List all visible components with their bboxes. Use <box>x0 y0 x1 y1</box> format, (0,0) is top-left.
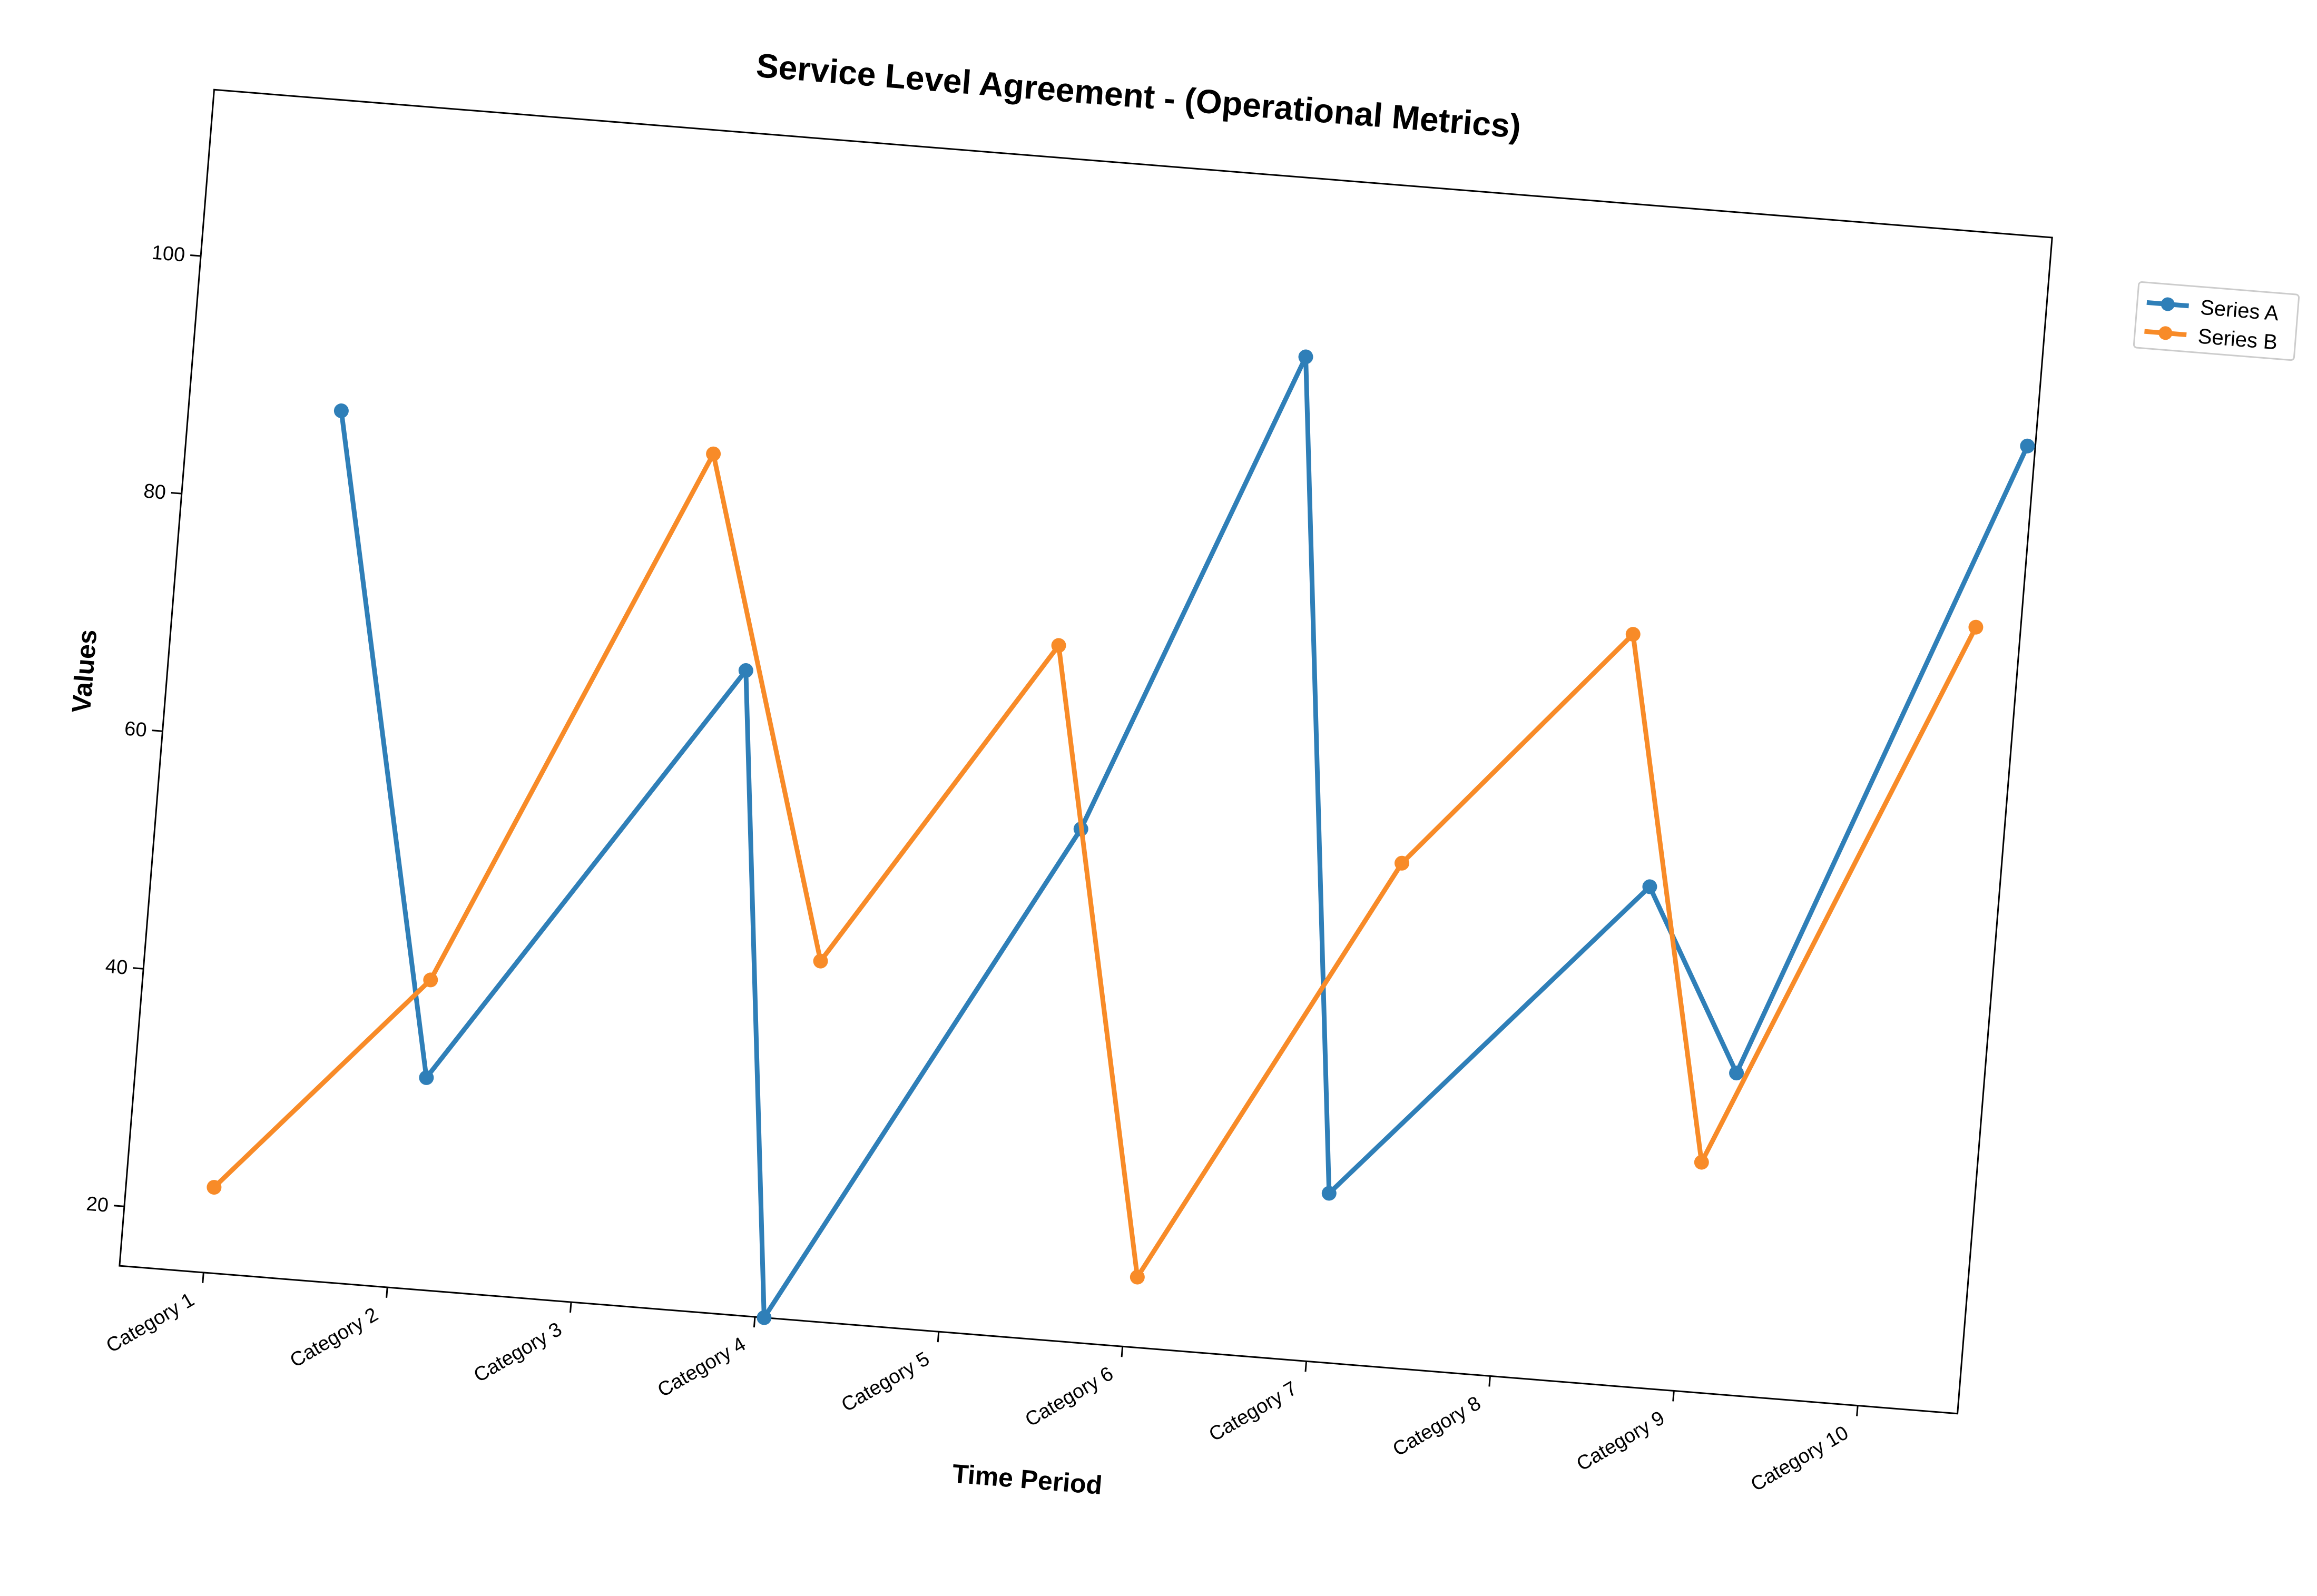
x-tick-mark <box>386 1287 388 1298</box>
x-tick-label: Category 9 <box>1573 1407 1669 1475</box>
x-axis-label: Time Period <box>951 1459 1103 1500</box>
data-point <box>1625 627 1641 642</box>
x-tick-mark <box>937 1332 940 1343</box>
y-axis-ticks: 20 40 60 80 100 <box>85 242 201 1217</box>
y-tick-label: 20 <box>85 1193 110 1217</box>
x-tick-mark <box>753 1317 756 1328</box>
x-tick-mark <box>1121 1346 1124 1357</box>
data-point <box>1130 1269 1145 1285</box>
plot-area-frame <box>119 88 2053 1415</box>
data-point <box>706 446 721 461</box>
data-point <box>423 972 438 988</box>
data-point <box>813 953 828 969</box>
y-tick-mark <box>133 967 144 970</box>
data-point <box>333 403 349 418</box>
x-tick-mark <box>569 1302 572 1313</box>
x-tick-mark <box>1304 1361 1308 1372</box>
x-tick-label: Category 6 <box>1022 1363 1117 1431</box>
data-point <box>2020 438 2035 454</box>
x-tick-label: Category 3 <box>470 1318 566 1387</box>
y-tick-mark <box>113 1205 125 1207</box>
y-tick-mark <box>152 730 163 732</box>
data-point <box>1321 1186 1337 1201</box>
chart-title: Service Level Agreement - (Operational M… <box>755 46 1523 146</box>
x-tick-mark <box>1856 1405 1859 1416</box>
data-point <box>1642 879 1657 894</box>
x-tick-label: Category 8 <box>1389 1392 1485 1461</box>
y-tick-label: 100 <box>151 242 186 267</box>
x-tick-mark <box>1488 1376 1491 1387</box>
data-point <box>419 1070 434 1085</box>
data-point <box>1051 638 1066 653</box>
data-point <box>757 1310 772 1325</box>
data-point <box>1394 855 1409 871</box>
legend-swatch-marker <box>2161 297 2175 311</box>
x-tick-mark <box>1672 1391 1675 1402</box>
legend-swatch-marker <box>2158 326 2173 340</box>
y-tick-mark <box>171 492 182 495</box>
y-tick-mark <box>190 254 201 257</box>
x-tick-mark <box>202 1272 204 1283</box>
x-tick-label: Category 2 <box>286 1304 382 1372</box>
data-point <box>1298 349 1313 364</box>
y-axis-label: Values <box>66 628 103 714</box>
y-tick-label: 80 <box>143 480 167 504</box>
data-point <box>207 1180 222 1195</box>
x-tick-label: Category 5 <box>838 1348 934 1416</box>
chart-rotated-group: Category 1 Category 2 Category 3 Category 4… <box>66 46 2053 1500</box>
data-point <box>738 663 753 678</box>
y-tick-label: 40 <box>104 955 129 979</box>
series-b <box>207 446 1984 1285</box>
y-tick-label: 60 <box>124 717 148 741</box>
series-line <box>339 354 2030 1321</box>
data-point <box>1694 1155 1709 1170</box>
x-tick-label: Category 1 <box>103 1288 199 1357</box>
legend-box <box>2133 281 2300 361</box>
x-tick-label: Category 4 <box>654 1333 750 1402</box>
series-layer <box>207 349 2035 1325</box>
data-point <box>1729 1066 1744 1081</box>
x-tick-label: Category 7 <box>1205 1377 1301 1446</box>
series-line <box>212 451 1978 1280</box>
series-a <box>333 349 2035 1325</box>
x-tick-label: Category 10 <box>1747 1422 1852 1496</box>
data-point <box>1968 619 1984 635</box>
